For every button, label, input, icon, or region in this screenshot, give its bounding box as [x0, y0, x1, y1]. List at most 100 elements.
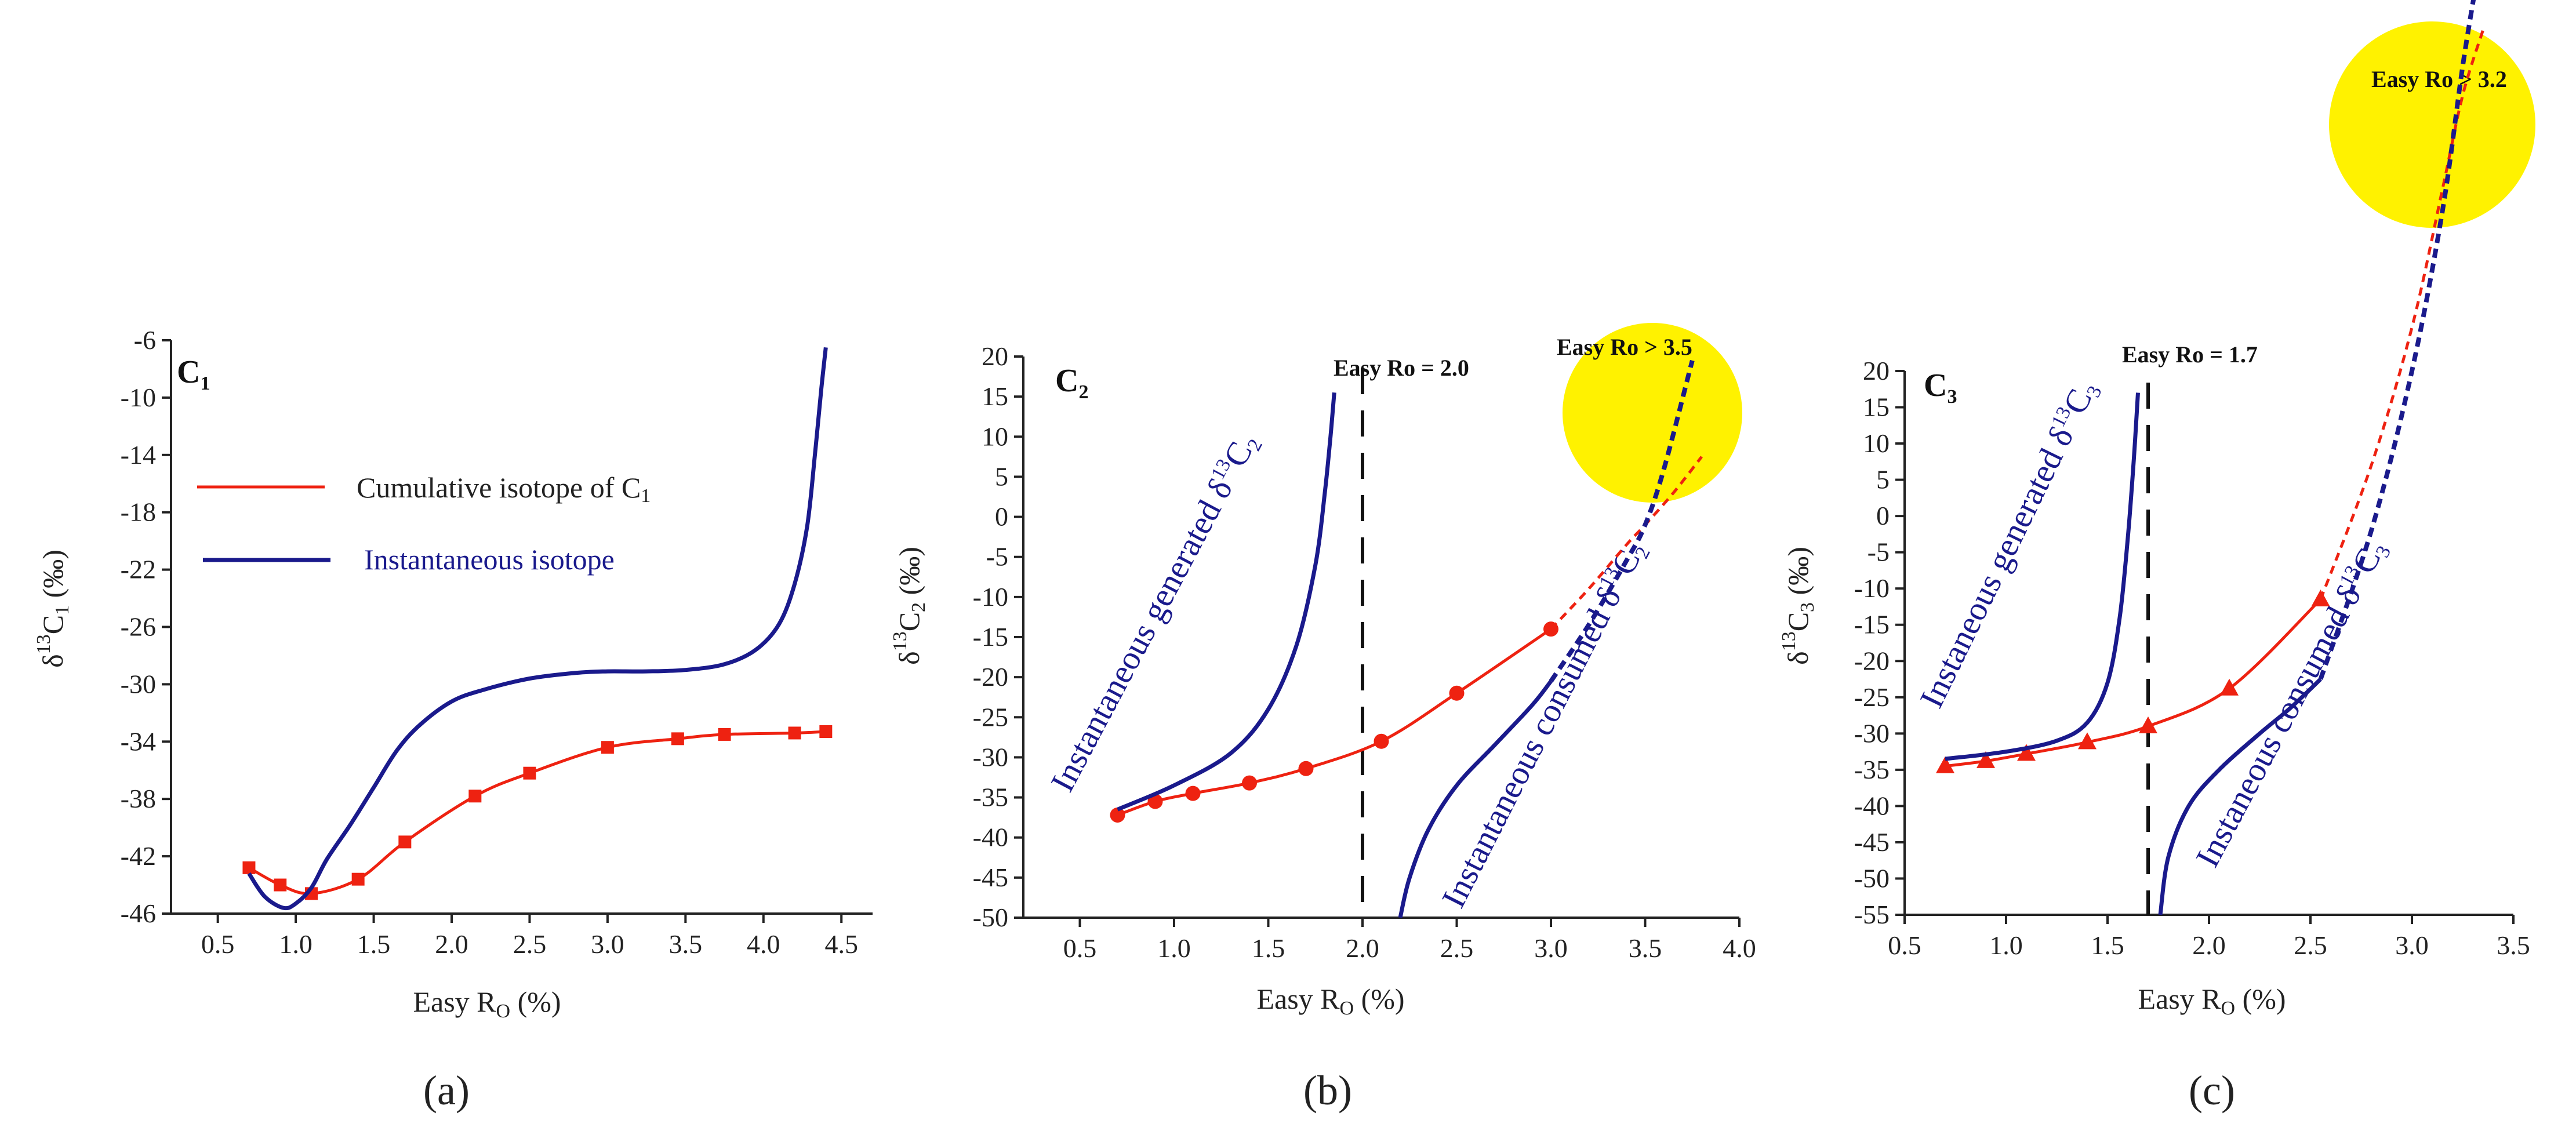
panel-c-highlight-label: Easy Ro > 3.2: [2371, 66, 2507, 92]
panel-a-marker: [274, 878, 287, 892]
panel-b-ytick-label: 15: [982, 381, 1008, 411]
panel-b-ytick-label: 5: [995, 461, 1008, 491]
panel-a-xtick-label: 2.0: [435, 929, 468, 959]
panel-c-ytick-label: -35: [1854, 755, 1890, 784]
panel-c-ytick-label: -45: [1854, 827, 1890, 857]
panel-c-marker: [2078, 732, 2097, 750]
panel-c-xtick-label: 2.0: [2192, 930, 2226, 960]
panel-a-series-1: [247, 347, 828, 911]
panel-a-ytick-label: -42: [121, 841, 156, 871]
panel-a-ytick-label: -14: [121, 440, 156, 470]
panel-b-ytick-label: -40: [973, 823, 1008, 852]
panel-b-series-4: [1549, 359, 1695, 683]
panel-a-ytick-label: -38: [121, 784, 156, 813]
panel-c-marker: [2220, 678, 2239, 696]
panel-b-vline-label: Easy Ro = 2.0: [1334, 355, 1469, 381]
panel-b-marker: [1374, 733, 1389, 749]
panel-a-ytick-label: -10: [121, 383, 156, 412]
panel-b-xtick-label: 4.0: [1723, 933, 1756, 963]
panel-a-marker: [468, 790, 482, 803]
panel-a-ytick-label: -6: [134, 325, 156, 355]
panel-c-ytick-label: -20: [1854, 646, 1890, 675]
panel-b-xtick-label: 1.5: [1252, 933, 1285, 963]
panel-b-generated-label: Instantaneous generated δ13C2: [1043, 427, 1267, 799]
panel-c-ytick-label: 5: [1876, 465, 1890, 494]
panel-a-marker: [601, 741, 614, 754]
panel-c-series-0: [1945, 598, 2322, 768]
panel-b-ytick-label: -50: [973, 903, 1008, 932]
panel-c-xtick-label: 1.5: [2091, 930, 2124, 960]
panel-b-ytick-label: -10: [973, 582, 1008, 612]
panel-a-xtick-label: 4.0: [747, 929, 780, 959]
panel-c-ytick-label: -55: [1854, 900, 1890, 929]
panel-a-xtick-label: 0.5: [201, 929, 235, 959]
panel-c-marker: [2017, 744, 2036, 761]
panel-c-ytick-label: -30: [1854, 718, 1890, 748]
panel-b-ytick-label: -35: [973, 783, 1008, 812]
panel-c-marker: [1936, 756, 1954, 773]
panel-b-marker: [1110, 807, 1125, 823]
panel-a-xtick-label: 2.5: [513, 929, 547, 959]
panel-c-highlight-circle: [2329, 21, 2535, 228]
panel-b-marker: [1185, 785, 1201, 801]
panel-c-xtick-label: 0.5: [1888, 930, 1921, 960]
panel-c-generated-label: Instaneous generated δ13C3: [1912, 374, 2106, 714]
panel-b-xtick-label: 2.0: [1346, 933, 1379, 963]
panel-b-ytick-label: -5: [986, 542, 1008, 572]
panel-b-series-0: [1117, 628, 1552, 817]
panel-a-ytick-label: -46: [121, 899, 156, 928]
panel-c-y-title: δ13C3 (‰): [1778, 547, 1818, 665]
panel-a-label: C1: [177, 354, 210, 394]
panel-c-ytick-label: -50: [1854, 863, 1890, 893]
panel-b-label: C2: [1055, 363, 1088, 403]
panel-a-marker: [819, 725, 833, 738]
panel-b-ytick-label: 0: [995, 502, 1008, 532]
panel-c-ytick-label: -40: [1854, 791, 1890, 820]
panel-c: 0.5 1.0 1.5 2.0 2.5 3.0 3.5 20 15 10 5 0 -5 -10 -15 -2…: [1778, 0, 2535, 1114]
panel-a-ytick-label: -30: [121, 669, 156, 699]
panel-c-ytick-label: -5: [1867, 537, 1890, 567]
panel-b-xtick-label: 2.5: [1440, 933, 1474, 963]
legend-cumulative-sub: 1: [641, 485, 651, 507]
panel-c-xtick-label: 3.0: [2395, 930, 2429, 960]
panel-b-xtick-label: 3.5: [1629, 933, 1662, 963]
legend-cumulative-label: Cumulative isotope of C1: [357, 471, 651, 507]
legend-cumulative-text: Cumulative isotope of C: [357, 471, 641, 504]
panel-b: 0.5 1.0 1.5 2.0 2.5 3.0 3.5 4.0 20 15 10 5 0 -5 -10 -1…: [889, 323, 1756, 1114]
panel-c-caption: (c): [2189, 1067, 2235, 1114]
panel-c-ytick-label: 15: [1863, 392, 1890, 422]
panel-c-xtick-label: 2.5: [2294, 930, 2327, 960]
panel-a-marker: [523, 766, 536, 780]
panel-b-y-title: δ13C2 (‰): [889, 547, 929, 665]
panel-c-series-2: [1945, 392, 2140, 761]
panel-b-ytick-label: -45: [973, 863, 1008, 892]
panel-b-series-2: [1117, 392, 1336, 812]
panel-c-ytick-label: 20: [1863, 356, 1890, 386]
panel-b-xtick-label: 3.0: [1534, 933, 1568, 963]
panel-a-xtick-label: 4.5: [824, 929, 858, 959]
panel-b-xtick-label: 0.5: [1063, 933, 1097, 963]
panel-b-xtick-label: 1.0: [1157, 933, 1191, 963]
panel-a-marker: [398, 835, 412, 849]
panel-b-series-3: [1398, 679, 1553, 918]
panel-a: 0.5 1.0 1.5 2.0 2.5 3.0 3.5 4.0 4.5 -6 -10 -14 -18 -…: [33, 325, 873, 1114]
panel-c-series-1: [2319, 30, 2484, 600]
panel-c-marker: [1976, 751, 1995, 768]
panel-c-ytick-label: 0: [1876, 501, 1890, 530]
panel-a-marker: [788, 726, 801, 740]
panel-b-ytick-label: -30: [973, 742, 1008, 772]
panel-c-label: C3: [1924, 368, 1957, 408]
panel-b-highlight-label: Easy Ro > 3.5: [1557, 334, 1692, 360]
panel-a-x-title: Easy RO (%): [413, 985, 561, 1022]
panel-c-marker: [2139, 716, 2157, 733]
panel-a-marker: [671, 732, 684, 745]
panel-c-x-title: Easy RO (%): [2138, 983, 2286, 1019]
legend-instantaneous-label: Instantaneous isotope: [364, 543, 615, 576]
panel-b-marker: [1242, 775, 1257, 791]
panel-b-ytick-label: -15: [973, 622, 1008, 652]
panel-b-highlight-circle: [1563, 323, 1742, 503]
panel-a-ytick-label: -18: [121, 497, 156, 527]
panel-a-marker: [351, 872, 365, 886]
panel-c-series-4: [2318, 0, 2476, 680]
